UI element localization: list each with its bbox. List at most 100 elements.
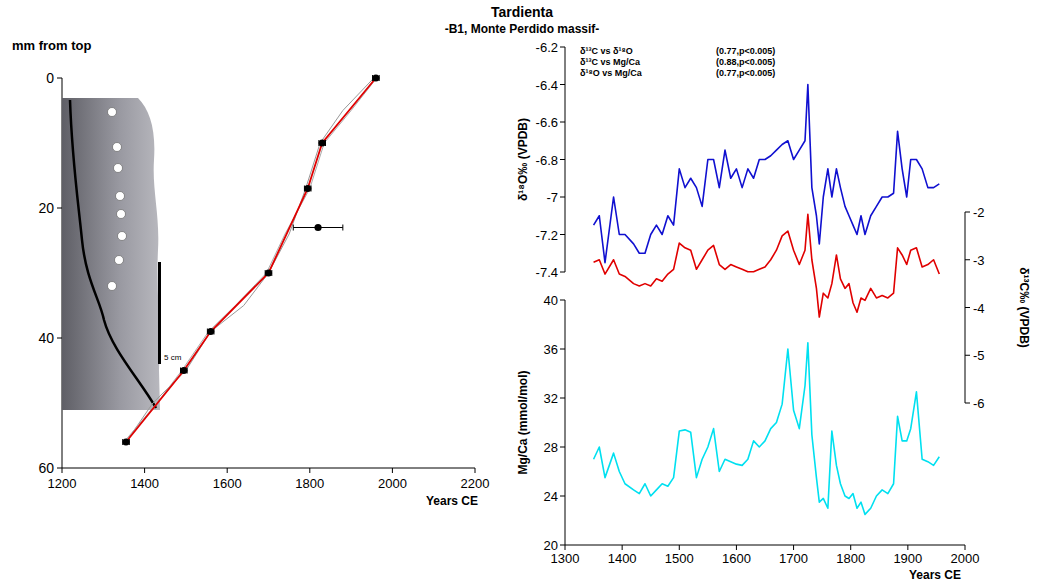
scale-label: 5 cm	[164, 353, 182, 362]
y2-tick-label: -5	[973, 348, 985, 363]
y-tick-label: -7.4	[536, 265, 558, 280]
y-tick	[560, 496, 565, 497]
y-tick	[560, 349, 565, 350]
x-tick-label: 2200	[461, 476, 490, 491]
y-tick	[560, 122, 565, 123]
error-bar-cap	[342, 225, 343, 231]
y-tick	[57, 338, 62, 339]
sample-dot	[116, 192, 125, 201]
y-tick-label: -7.2	[536, 228, 558, 243]
dating-point	[314, 224, 321, 231]
plot-area	[594, 214, 940, 317]
y-axis-title: δ¹⁸O‰ (VPDB)	[516, 118, 530, 201]
y-tick-label: 40	[38, 330, 54, 346]
x-tick	[736, 545, 737, 550]
y-tick-label: 40	[544, 293, 558, 308]
y-tick	[560, 545, 565, 546]
d13c-line	[594, 214, 940, 317]
y-tick	[560, 300, 565, 301]
y-tick	[57, 468, 62, 469]
dating-point	[372, 74, 379, 81]
x-tick	[907, 545, 908, 550]
y-tick	[560, 84, 565, 85]
x-tick-label: 1300	[551, 551, 580, 566]
sample-dot	[115, 256, 124, 265]
dating-point	[265, 269, 272, 276]
y-axis	[565, 300, 566, 545]
y2-tick-label: -4	[973, 301, 985, 316]
y2-tick-label: -6	[973, 396, 985, 411]
x-tick-label: 1600	[722, 551, 751, 566]
x-tick-label: 1400	[608, 551, 637, 566]
y2-tick	[965, 212, 970, 213]
y-tick-label: -6.8	[536, 153, 558, 168]
x-tick	[392, 468, 393, 473]
age-model-line	[126, 78, 376, 442]
annotation-stat: (0.77,p<0.005)	[716, 46, 775, 56]
error-bar	[319, 140, 326, 146]
y-tick-label: 60	[38, 460, 54, 476]
y-tick-label: 20	[38, 200, 54, 216]
growth-axis-curve	[70, 100, 156, 408]
dating-point	[180, 367, 187, 374]
y2-tick	[965, 355, 970, 356]
error-bar	[265, 270, 272, 276]
y-tick-label: 36	[544, 342, 558, 357]
mgca-line	[594, 343, 940, 515]
figure: Tardienta-B1, Monte Perdido massif-02040…	[0, 0, 1044, 585]
y-tick	[560, 234, 565, 235]
x-tick	[850, 545, 851, 550]
y-tick-label: 32	[544, 391, 558, 406]
sample-dot	[114, 164, 123, 173]
x-tick	[622, 545, 623, 550]
error-bar	[293, 225, 343, 231]
dating-point	[207, 328, 214, 335]
error-bar	[123, 439, 130, 445]
x-axis-title: Years CE	[909, 568, 961, 582]
y2-axis-title: δ¹³C‰ (VPDB)	[1017, 267, 1031, 348]
y-tick	[560, 159, 565, 160]
y-tick-label: 28	[544, 440, 558, 455]
y-tick-label: -6.6	[536, 115, 558, 130]
y-tick	[560, 47, 565, 48]
error-bar	[373, 75, 380, 81]
d18o-line	[594, 85, 940, 263]
x-tick-label: 1900	[893, 551, 922, 566]
y-axis-title: Mg/Ca (mmol/mol)	[516, 370, 530, 474]
sample-dot	[108, 282, 117, 291]
error-bar	[181, 368, 188, 374]
x-tick	[793, 545, 794, 550]
x-axis	[565, 545, 965, 546]
y-tick-label: -6.4	[536, 78, 558, 93]
x-tick	[62, 468, 63, 473]
y-tick-label: 0	[46, 70, 54, 86]
y-tick-label: -6.2	[536, 40, 558, 55]
error-bar	[207, 329, 214, 335]
subtitle: -B1, Monte Perdido massif-	[445, 22, 600, 36]
sample-dot	[113, 143, 122, 152]
photo-inset	[62, 98, 160, 410]
x-tick-label: 1200	[48, 476, 77, 491]
annotation: δ¹³C vs Mg/Ca	[580, 57, 641, 67]
x-tick	[965, 545, 966, 550]
x-tick	[144, 468, 145, 473]
y2-tick	[965, 307, 970, 308]
x-tick	[475, 468, 476, 473]
x-axis	[62, 468, 475, 469]
x-tick-label: 2000	[378, 476, 407, 491]
dating-point	[122, 438, 129, 445]
y2-tick-label: -3	[973, 253, 985, 268]
dating-point	[304, 185, 311, 192]
error-bar	[304, 186, 311, 192]
plot-area	[122, 74, 379, 445]
y-tick	[57, 208, 62, 209]
x-tick-label: 1600	[213, 476, 242, 491]
annotation-stat: (0.77,p<0.005)	[716, 68, 775, 78]
y-tick	[57, 78, 62, 79]
x-tick-label: 1800	[295, 476, 324, 491]
x-tick	[679, 545, 680, 550]
y2-tick	[965, 403, 970, 404]
scale-bar	[158, 262, 161, 364]
y-tick-label: -7	[546, 190, 558, 205]
x-tick	[227, 468, 228, 473]
